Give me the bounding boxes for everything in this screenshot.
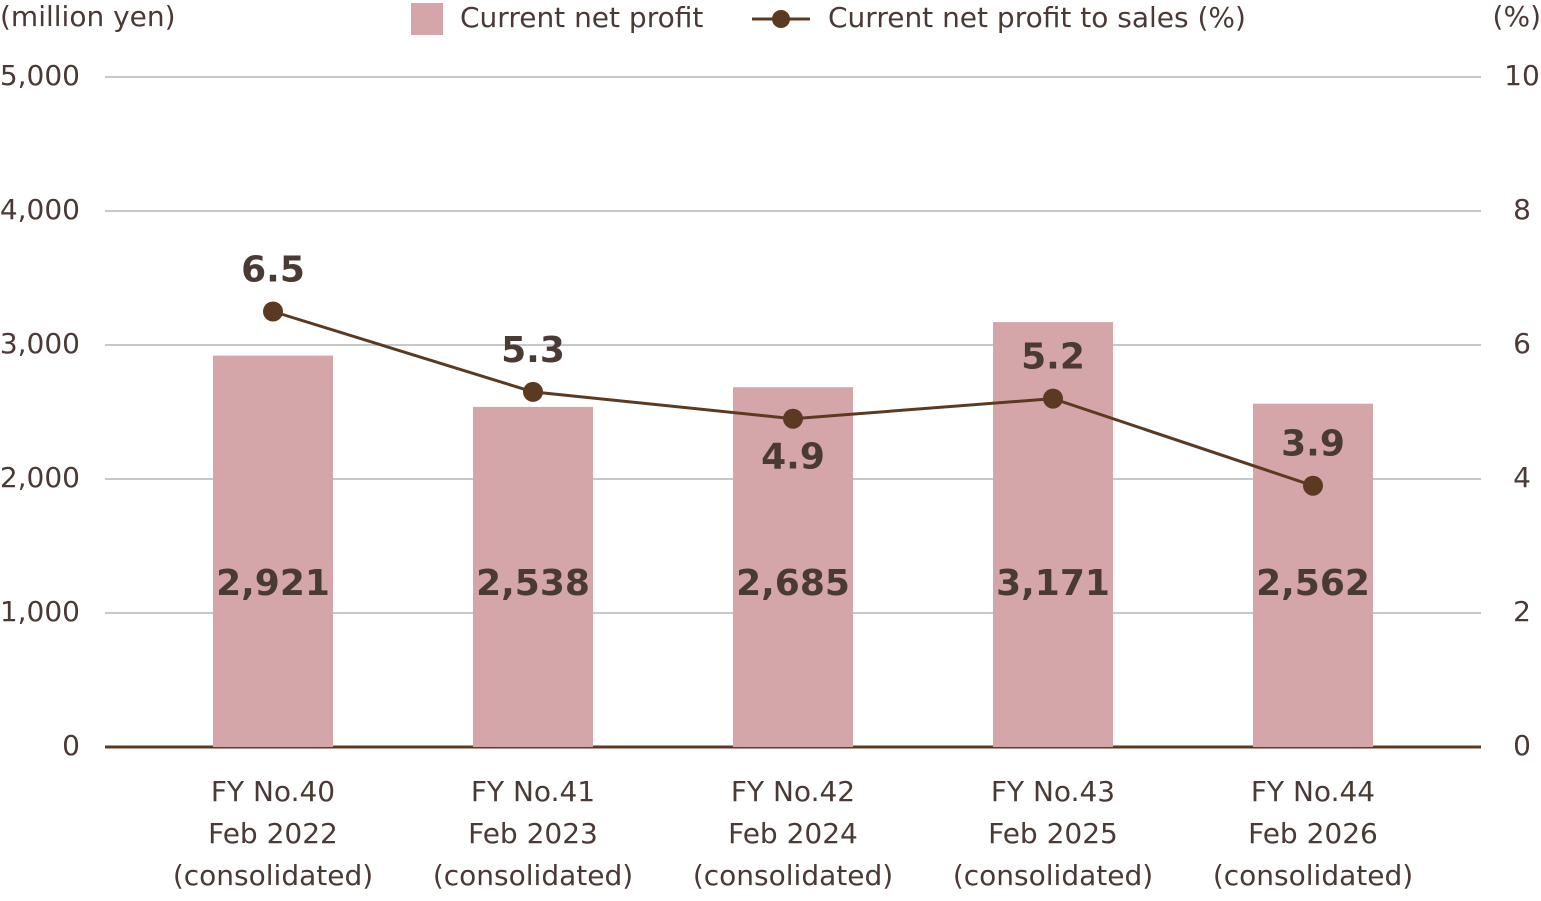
x-tick-label: FY No.43 <box>991 775 1115 808</box>
y-tick-label: 5,000 <box>0 59 80 92</box>
bar <box>993 322 1113 747</box>
x-tick-label: (consolidated) <box>173 859 373 892</box>
line-value-label: 4.9 <box>761 437 825 478</box>
bar-value-label: 2,685 <box>736 563 850 604</box>
y-tick-label: 0 <box>62 729 80 762</box>
y-tick-label: 4,000 <box>0 193 80 226</box>
legend-label: Current net profit to sales (%) <box>828 1 1246 34</box>
x-tick-label: Feb 2025 <box>988 817 1118 850</box>
y2-axis-label: (%) <box>1493 0 1541 33</box>
line-point <box>783 408 803 429</box>
line-point <box>1303 475 1323 496</box>
bar-value-label: 2,921 <box>216 563 330 604</box>
x-tick-label: Feb 2022 <box>208 817 338 850</box>
line-point <box>523 381 543 402</box>
x-tick-label: Feb 2023 <box>468 817 598 850</box>
y2-tick-label: 4 <box>1513 461 1531 494</box>
bar <box>1253 403 1373 747</box>
x-tick-label: Feb 2024 <box>728 817 858 850</box>
legend-swatch <box>772 10 790 28</box>
x-tick-label: (consolidated) <box>433 859 633 892</box>
line-value-label: 6.5 <box>241 250 305 291</box>
x-tick-label: (consolidated) <box>1213 859 1413 892</box>
line-value-label: 5.3 <box>501 330 565 371</box>
y2-tick-label: 6 <box>1513 327 1531 360</box>
y-tick-label: 3,000 <box>0 327 80 360</box>
y2-tick-label: 2 <box>1513 595 1531 628</box>
bar-value-label: 2,562 <box>1256 563 1370 604</box>
line-value-label: 5.2 <box>1021 337 1085 378</box>
bar <box>213 355 333 747</box>
x-tick-label: (consolidated) <box>953 859 1153 892</box>
x-tick-label: FY No.40 <box>211 775 335 808</box>
y2-tick-label: 0 <box>1513 729 1531 762</box>
bar <box>733 387 853 747</box>
bar-value-label: 2,538 <box>476 563 590 604</box>
x-tick-label: FY No.44 <box>1251 775 1375 808</box>
x-tick-label: Feb 2026 <box>1248 817 1378 850</box>
y-tick-label: 2,000 <box>0 461 80 494</box>
legend-label: Current net profit <box>460 1 703 34</box>
line-point <box>1043 388 1063 409</box>
x-tick-label: FY No.42 <box>731 775 855 808</box>
x-tick-label: FY No.41 <box>471 775 595 808</box>
y-tick-label: 1,000 <box>0 595 80 628</box>
y-axis-label: (million yen) <box>0 0 176 33</box>
y2-tick-label: 10 <box>1504 59 1540 92</box>
x-tick-label: (consolidated) <box>693 859 893 892</box>
y2-tick-label: 8 <box>1513 193 1531 226</box>
bar <box>473 406 593 747</box>
bar-value-label: 3,171 <box>996 563 1110 604</box>
legend-swatch <box>411 3 443 35</box>
line-value-label: 3.9 <box>1281 424 1345 465</box>
line-point <box>263 301 283 322</box>
